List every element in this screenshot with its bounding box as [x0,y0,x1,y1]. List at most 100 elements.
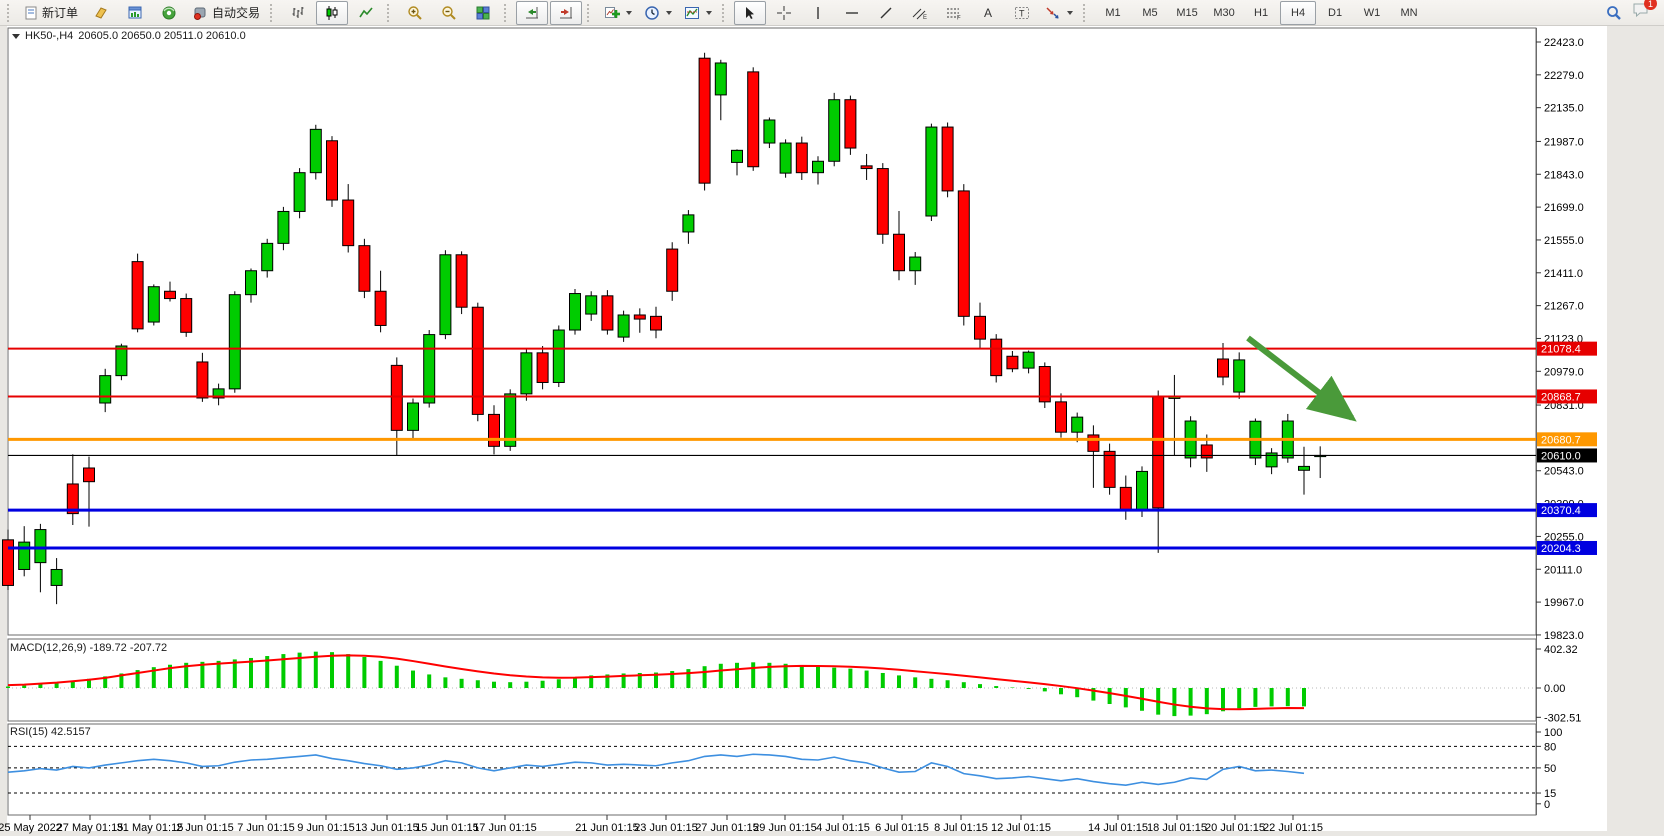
dropdown-caret-icon[interactable] [1067,10,1074,15]
timeframe-button-M15[interactable]: M15 [1176,6,1198,19]
new-order-button[interactable]: 新订单 [19,1,83,25]
toolbar-drag-handle[interactable] [504,3,511,22]
search-icon[interactable] [1606,5,1622,21]
indicators-add-icon [605,6,621,18]
horizontal-line-tool-button[interactable] [836,1,868,25]
crosshair-tool-button[interactable] [768,1,800,25]
time-tick-label: 31 May 01:15 [117,822,184,834]
candle-body [99,375,112,404]
candle-body [147,286,160,323]
candle-body [261,242,274,272]
vertical-line-icon [817,6,819,19]
dropdown-caret-icon[interactable] [706,10,713,15]
time-tick-label: 7 Jun 01:15 [237,822,295,834]
auto-trading-button[interactable]: 自动交易 [187,1,265,25]
chart-svg[interactable]: 22423.0 22279.0 22135.0 21987.0 21843.0 21699… [0,26,1664,836]
market-watch-button[interactable] [85,1,117,25]
timeframe-button-MN[interactable]: MN [1400,6,1418,19]
price-line-labels: 21078.4 20868.7 20680.7 20610.0 20370.4 20204… [1537,341,1597,555]
tile-windows-button[interactable] [467,1,499,25]
time-tick-label: 8 Jul 01:15 [934,822,988,834]
price-tick-label: 22135.0 [1544,103,1584,115]
toolbar-drag-handle[interactable] [387,3,394,22]
rsi-axis-label: 50 [1544,763,1556,775]
charts-button[interactable] [119,1,151,25]
template-icon [685,6,700,19]
candle-body [115,345,128,377]
indicators-button[interactable] [599,1,637,25]
level-lines[interactable] [8,347,1536,550]
chart-window[interactable]: 22423.0 22279.0 22135.0 21987.0 21843.0 21699… [0,26,1607,834]
candle-body [1298,465,1310,471]
timeframe-button-H4[interactable]: H4 [1280,0,1317,25]
zoom-out-button[interactable] [433,1,465,25]
timeframe-button-M5[interactable]: M5 [1142,6,1158,19]
price-label-text: 20868.7 [1541,391,1581,403]
chevron-down-icon[interactable] [12,33,20,39]
toolbar-drag-handle[interactable] [7,3,14,22]
bar-chart-button[interactable] [282,1,314,25]
vertical-line-tool-button[interactable] [802,1,834,25]
candle-body [650,315,662,331]
time-tick-label: 4 Jul 01:15 [816,822,870,834]
candlestick-chart-button[interactable] [316,0,349,25]
candle-body [941,126,954,192]
price-tick-label: 20543.0 [1544,466,1584,478]
candle-body [1022,351,1035,369]
auto-scroll-button[interactable] [516,0,549,25]
dropdown-caret-icon[interactable] [666,10,673,15]
price-tick-label: 21267.0 [1544,301,1584,313]
chart-shift-icon [560,6,573,18]
text-tool-button[interactable]: A [972,1,1004,25]
candle-body [1071,416,1084,433]
timeframe-button-H1[interactable]: H1 [1254,6,1269,19]
candle-body [1152,396,1165,509]
toolbar-drag-handle[interactable] [587,3,594,22]
trendline-tool-button[interactable] [870,1,902,25]
timeframe-button-W1[interactable]: W1 [1363,6,1381,19]
candle-body [212,388,225,399]
candle-body [488,413,500,447]
chat-button[interactable]: 1 [1632,0,1657,23]
auto-trading-label: 自动交易 [212,6,261,20]
periods-button[interactable] [639,1,677,25]
dropdown-caret-icon[interactable] [626,10,633,15]
macd-panel: 402.32 0.00 -302.51 [6,644,1581,724]
chart-shift-button[interactable] [550,0,583,25]
candle-body [471,306,484,415]
macd-axis-label: -302.51 [1544,712,1581,724]
candle-body [1087,434,1100,452]
time-tick-label: 18 Jul 01:15 [1147,822,1207,834]
text-tool-label: A [984,5,993,20]
candle-body [390,364,403,431]
cursor-tool-button[interactable] [734,0,767,25]
toolbar-drag-handle[interactable] [270,3,277,22]
new-order-icon [25,6,37,19]
templates-button[interactable] [679,1,717,25]
toolbar-drag-handle[interactable] [722,3,729,22]
toolbar-drag-handle[interactable] [1083,3,1090,22]
channel-tool-button[interactable]: E [904,1,936,25]
timeframe-button-D1[interactable]: D1 [1328,6,1343,19]
timeframe-button-M30[interactable]: M30 [1213,6,1235,19]
zoom-in-button[interactable] [399,1,431,25]
candle-body [714,62,727,96]
text-label-icon: T [1015,6,1030,19]
arrows-icon [1046,6,1059,19]
crosshair-icon [777,5,792,20]
fibonacci-tool-button[interactable]: F [938,1,970,25]
price-tick-label: 21699.0 [1544,202,1584,214]
news-button[interactable] [153,1,185,25]
main-toolbar: 新订单 自动交易 [0,0,1664,26]
trend-arrow[interactable] [1246,335,1357,422]
price-label-box [1537,389,1597,404]
timeframe-button-M1[interactable]: M1 [1105,6,1121,19]
arrows-tool-button[interactable] [1040,1,1078,25]
text-label-tool-button[interactable]: T [1006,1,1038,25]
line-chart-button[interactable] [350,1,382,25]
candle-body [682,214,695,233]
svg-text:F: F [957,15,961,20]
candle-body [779,142,792,174]
candle-body [66,483,79,515]
